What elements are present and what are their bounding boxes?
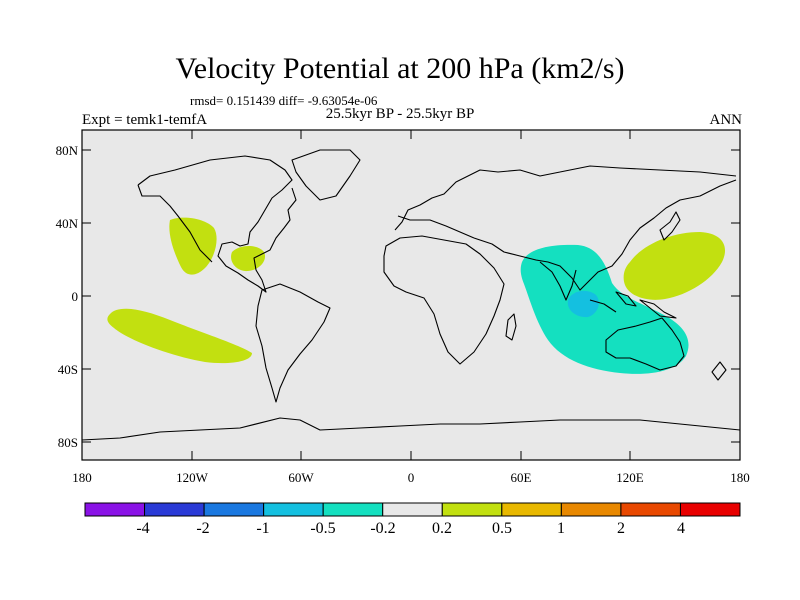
coastline-antarctica (81, 417, 741, 441)
colorbar-label: 0.2 (432, 520, 452, 537)
coastline-maritime-continent (589, 291, 677, 319)
lon-label-60w: 60W (288, 470, 314, 485)
coastlines (81, 149, 741, 441)
latitude-axis: 80N 40N 0 40S 80S (56, 143, 740, 450)
map-subtitle: 25.5kyr BP - 25.5kyr BP (325, 106, 475, 122)
coastline-new-zealand (711, 361, 727, 381)
lat-label-40s: 40S (58, 362, 78, 377)
lat-label-0: 0 (72, 289, 79, 304)
lon-label-180e: 180 (730, 470, 750, 485)
coastline-japan (659, 211, 681, 241)
negative-region-indian-ocean (520, 244, 689, 374)
positive-region-mexico (231, 246, 266, 272)
coastline-asia (473, 165, 737, 291)
colorbar: -4 -2 -1 -0.5 -0.2 0.2 0.5 1 2 4 (84, 502, 741, 537)
colorbar-box (144, 502, 205, 517)
longitude-axis: 180 120W 60W 0 60E 120E 180 (72, 130, 750, 485)
negative-anomaly-regions (520, 244, 689, 374)
positive-anomaly-regions (107, 217, 726, 364)
colorbar-box (322, 502, 384, 517)
map-background (82, 130, 740, 460)
coastline-india (539, 261, 577, 301)
colorbar-boxes (84, 502, 741, 517)
colorbar-box (501, 502, 562, 517)
coastline-europe (394, 169, 561, 239)
colorbar-label: 2 (617, 520, 625, 537)
experiment-label: Expt = temk1-temfA (82, 112, 208, 128)
colorbar-box (679, 502, 741, 517)
colorbar-box (203, 502, 265, 517)
colorbar-label: -0.2 (370, 520, 395, 537)
lat-label-80n: 80N (56, 143, 79, 158)
positive-region-southeast-pacific (107, 308, 252, 364)
lon-label-180w: 180 (72, 470, 92, 485)
colorbar-box (263, 502, 324, 517)
positive-region-west-pacific (623, 232, 726, 300)
coastline-australia (605, 317, 685, 371)
lat-label-80s: 80S (58, 435, 78, 450)
colorbar-box (441, 502, 503, 517)
stats-text: rmsd= 0.151439 diff= -9.63054e-06 (190, 93, 378, 108)
colorbar-label: -2 (196, 520, 209, 537)
coastline-greenland (291, 149, 361, 201)
colorbar-label: -4 (136, 520, 149, 537)
colorbar-label: 0.5 (492, 520, 512, 537)
lon-label-0: 0 (408, 470, 415, 485)
coastline-north-america (137, 155, 297, 293)
colorbar-box (84, 502, 146, 517)
colorbar-box (382, 502, 443, 517)
coastline-africa (383, 235, 505, 365)
positive-region-northeast-pacific (169, 217, 217, 275)
colorbar-box (560, 502, 622, 517)
season-label: ANN (709, 112, 743, 128)
negative-region-core (567, 290, 599, 318)
colorbar-label: 1 (557, 520, 565, 537)
lon-label-120e: 120E (616, 470, 644, 485)
coastline-madagascar (505, 313, 517, 341)
lon-label-120w: 120W (176, 470, 209, 485)
lat-label-40n: 40N (56, 216, 79, 231)
colorbar-label: -0.5 (310, 520, 335, 537)
map-title: Velocity Potential at 200 hPa (km2/s) (175, 52, 625, 85)
coastline-south-america (255, 283, 331, 403)
colorbar-label: -1 (256, 520, 269, 537)
lon-label-60e: 60E (511, 470, 532, 485)
colorbar-label: 4 (677, 520, 685, 537)
colorbar-box (620, 502, 681, 517)
